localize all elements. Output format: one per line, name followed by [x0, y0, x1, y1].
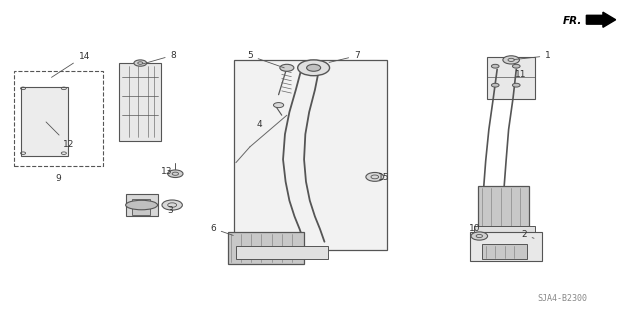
Bar [483, 244, 527, 259]
Text: 11: 11 [515, 70, 527, 79]
Circle shape [503, 56, 520, 64]
Bar [125, 194, 157, 216]
Text: 5: 5 [247, 51, 284, 68]
Circle shape [280, 64, 294, 71]
Circle shape [273, 103, 284, 108]
FancyArrow shape [586, 12, 616, 27]
Circle shape [492, 83, 499, 87]
Text: 13: 13 [161, 167, 173, 176]
Ellipse shape [125, 200, 157, 210]
Text: 14: 14 [51, 52, 90, 77]
Circle shape [471, 232, 488, 240]
Text: 4: 4 [257, 120, 262, 129]
Circle shape [168, 170, 183, 178]
Text: 6: 6 [210, 224, 233, 235]
Text: 3: 3 [168, 206, 173, 215]
Circle shape [307, 64, 321, 71]
Bar [487, 57, 535, 100]
Circle shape [366, 173, 384, 181]
Circle shape [134, 60, 147, 66]
Text: SJA4-B2300: SJA4-B2300 [537, 294, 587, 303]
Bar [478, 186, 529, 229]
Circle shape [162, 200, 182, 210]
Bar [234, 60, 387, 250]
Text: 2: 2 [521, 230, 534, 239]
Text: 1: 1 [514, 51, 551, 60]
Bar [20, 87, 68, 156]
Circle shape [298, 60, 330, 76]
Text: 7: 7 [329, 51, 360, 63]
Text: 10: 10 [468, 224, 480, 233]
Bar [474, 226, 535, 238]
Bar [132, 199, 150, 215]
Circle shape [492, 64, 499, 68]
Circle shape [513, 64, 520, 68]
Bar [228, 232, 304, 264]
Text: 8: 8 [143, 51, 176, 64]
Circle shape [513, 83, 520, 87]
Text: 9: 9 [56, 174, 61, 183]
Polygon shape [470, 232, 541, 261]
Text: 15: 15 [378, 173, 390, 182]
Bar [236, 247, 328, 259]
Text: FR.: FR. [563, 16, 582, 26]
Bar [119, 63, 161, 141]
Text: 12: 12 [46, 122, 74, 149]
